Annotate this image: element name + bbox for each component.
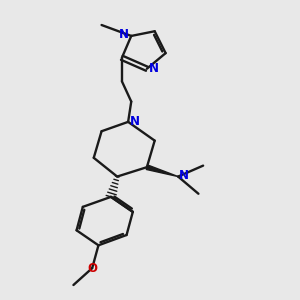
Polygon shape (146, 165, 178, 177)
Text: N: N (130, 116, 140, 128)
Text: O: O (87, 262, 97, 275)
Text: N: N (119, 28, 129, 41)
Text: N: N (148, 62, 158, 75)
Text: N: N (179, 169, 189, 182)
